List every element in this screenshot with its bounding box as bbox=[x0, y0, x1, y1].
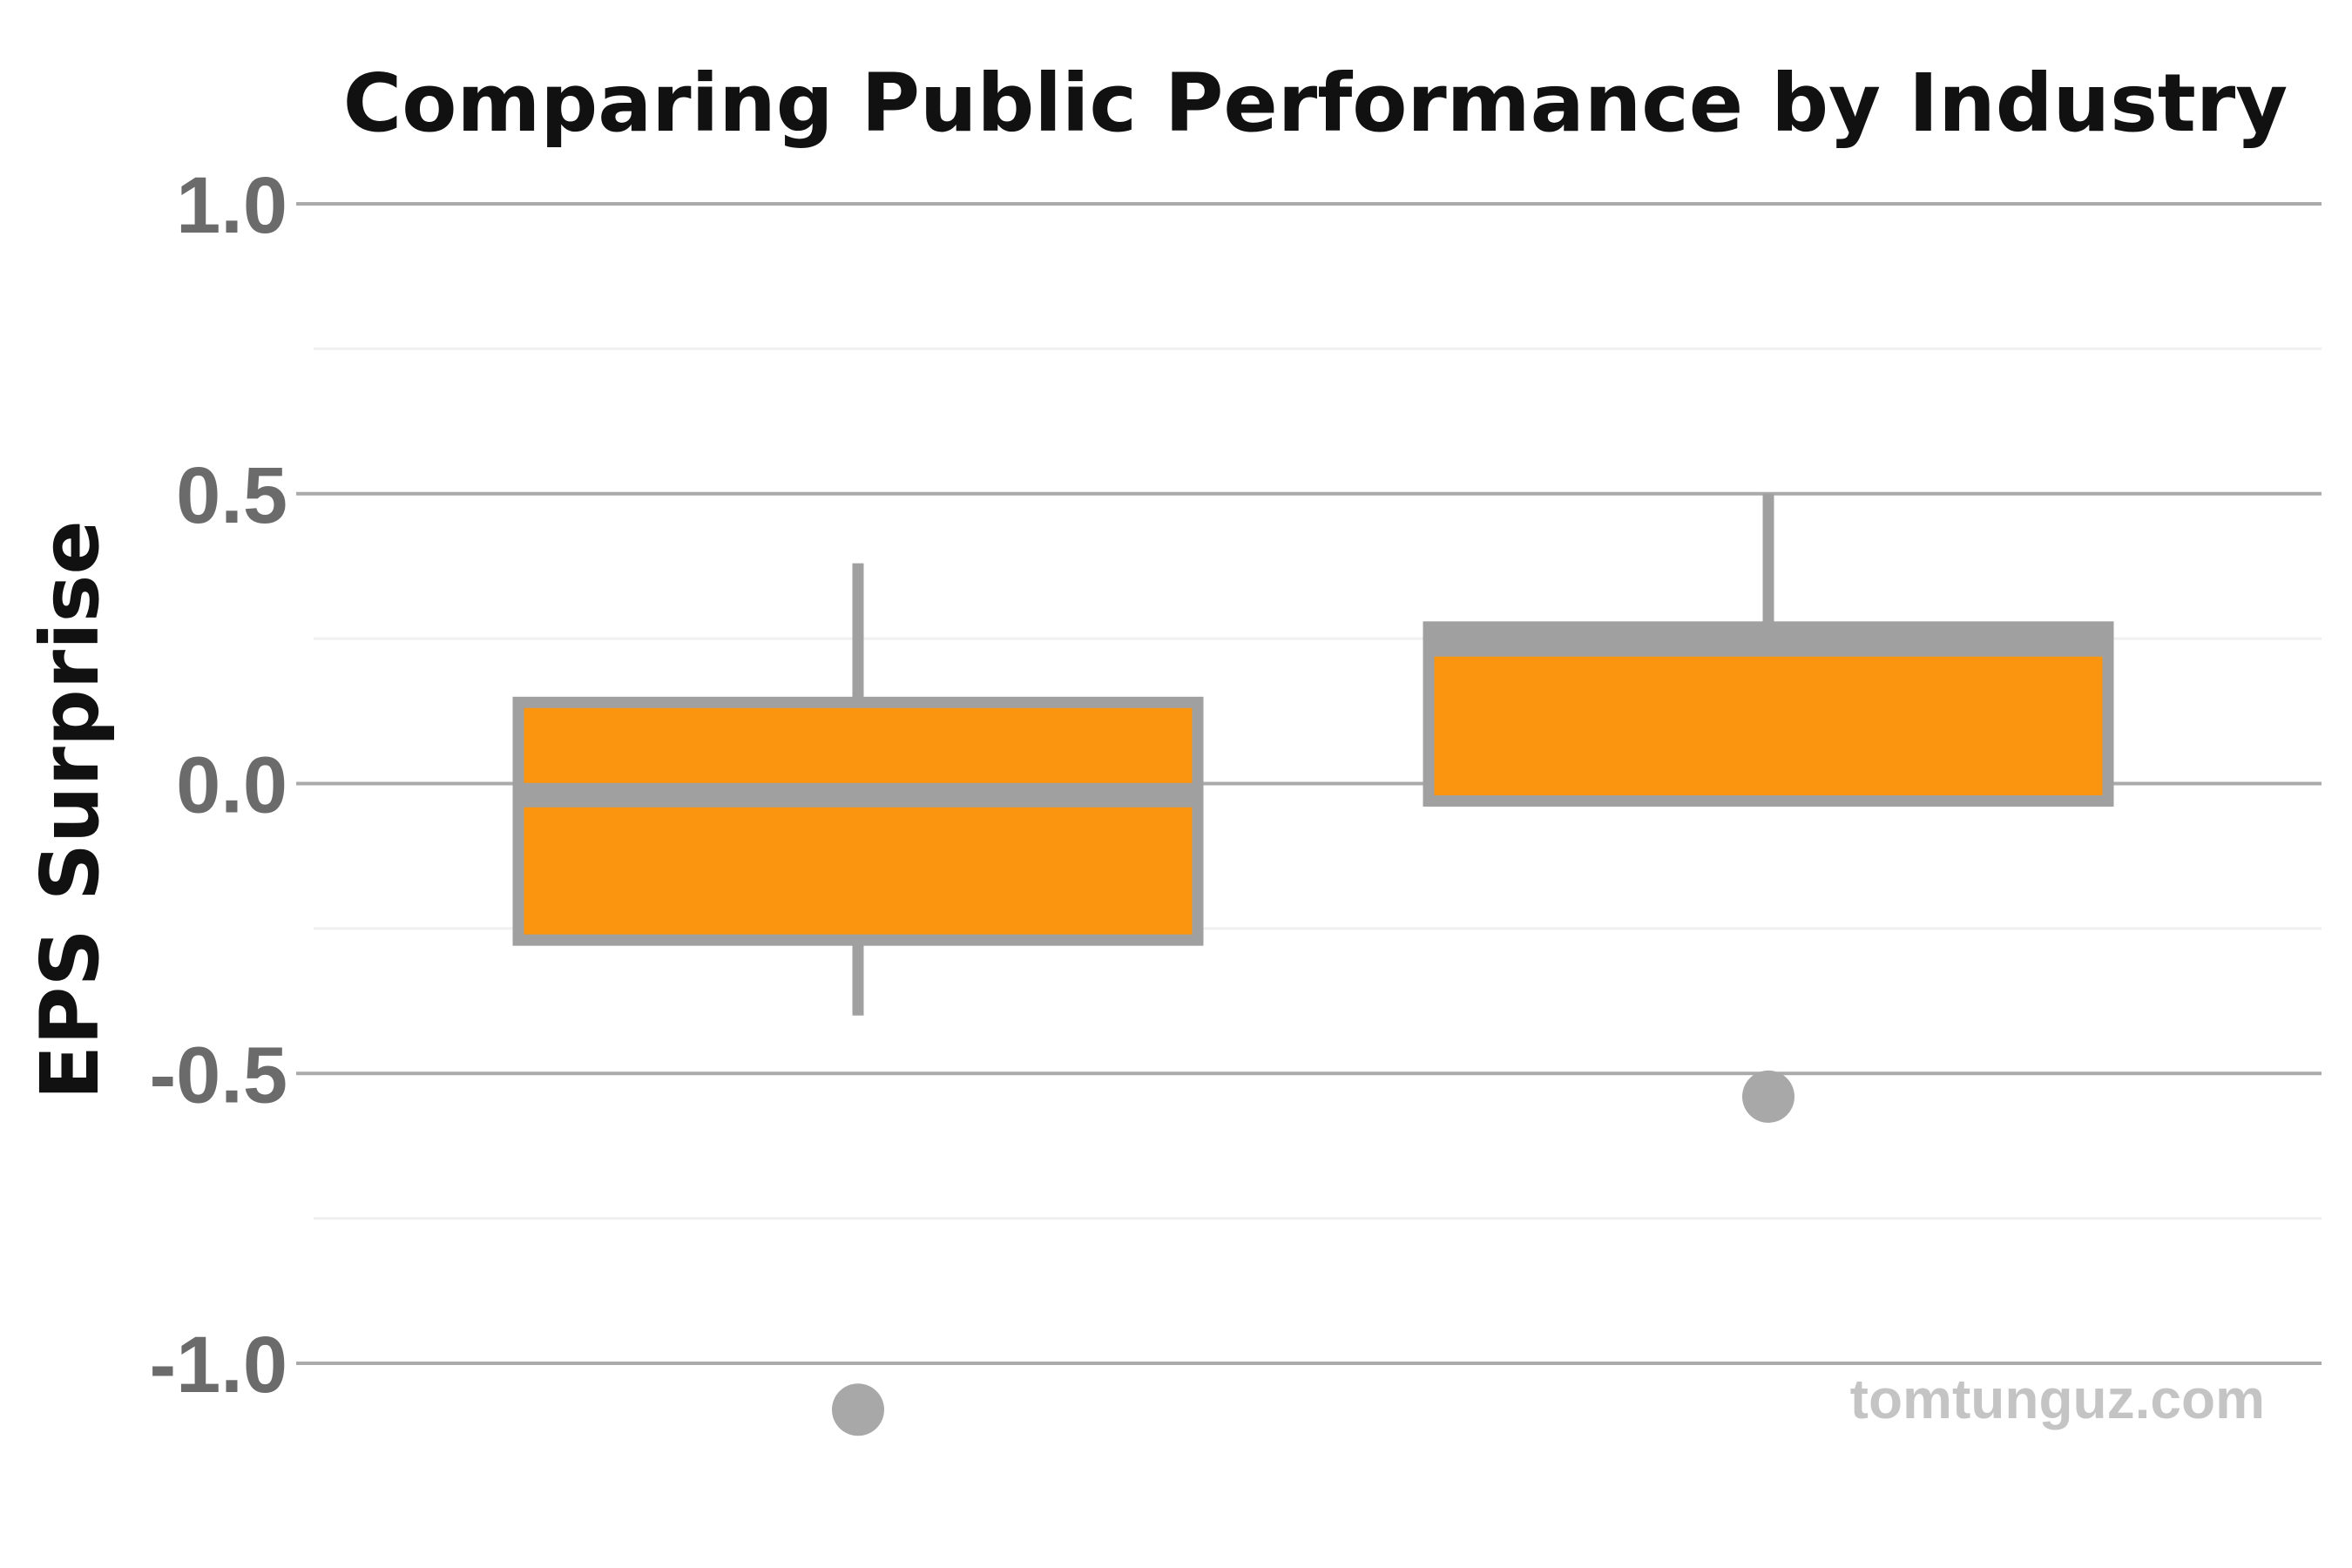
y-tick-label-2: 0.0 bbox=[176, 741, 287, 830]
outlier-point-0 bbox=[832, 1383, 884, 1436]
y-tick-label-0: 1.0 bbox=[176, 161, 287, 250]
iqr-box bbox=[512, 696, 1204, 946]
y-tick-labels: 1.0 0.5 0.0 -0.5 -1.0 bbox=[149, 161, 287, 1409]
outlier-point-0 bbox=[1742, 1070, 1794, 1123]
box-group-1 bbox=[512, 563, 1204, 1436]
chart-title: Comparing Public Performance by Industry bbox=[343, 57, 2288, 150]
box-group-2 bbox=[1423, 493, 2114, 1123]
y-tick-label-1: 0.5 bbox=[176, 451, 287, 540]
y-axis-label: EPS Surprise bbox=[24, 520, 117, 1100]
watermark: tomtunguz.com bbox=[1850, 1368, 2265, 1430]
y-tick-label-4: -1.0 bbox=[149, 1321, 287, 1409]
box-layer bbox=[512, 493, 2114, 1436]
y-tick-label-3: -0.5 bbox=[149, 1031, 287, 1119]
